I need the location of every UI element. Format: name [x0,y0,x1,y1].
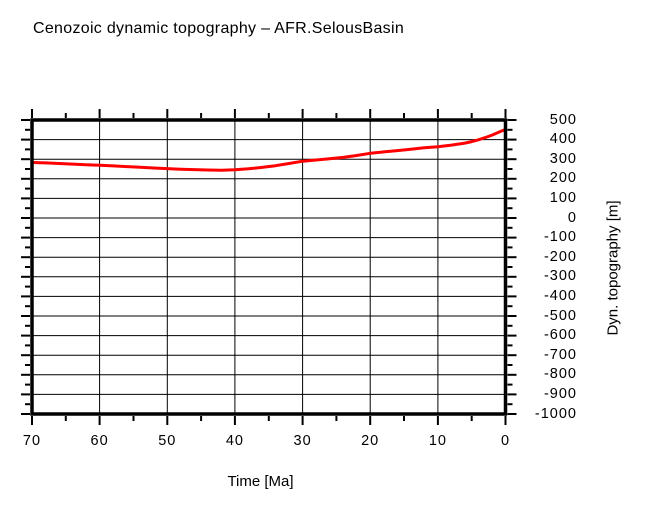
x-tick-label: 10 [428,433,447,449]
x-tick-label: 70 [22,433,42,449]
x-tick-label: 30 [293,433,312,449]
x-tick-label: 60 [90,433,109,449]
y-tick-label: -600 [543,327,577,344]
x-tick-label: 50 [158,433,177,449]
topography-line [30,127,507,172]
plot-frame [30,118,508,416]
y-tick-label: 100 [549,189,577,206]
y-tick-label: -700 [543,346,577,363]
y-tick-label: 300 [549,150,577,167]
chart-title: Cenozoic dynamic topography – AFR.Selous… [33,20,405,37]
y-tick-label: -1000 [534,405,577,422]
y-tick-label: 200 [549,170,577,187]
y-axis-title: Dyn. topography [m] [604,200,622,336]
y-tick-label: -500 [543,307,577,324]
y-tick-label: -100 [543,229,577,246]
x-axis-title: Time [Ma] [227,473,294,490]
y-tick-label: 0 [567,209,577,226]
y-tick-label: 500 [549,111,577,128]
y-tick-label: -300 [543,268,577,285]
x-tick-label: 0 [500,433,511,449]
x-tick-label: 40 [225,433,244,449]
y-tick-label: 400 [549,131,577,148]
y-tick-label: -400 [543,287,577,304]
y-tick-label: -800 [543,366,577,383]
x-tick-label: 20 [361,433,380,449]
y-tick-label: -900 [543,385,577,402]
y-tick-label: -200 [543,248,577,265]
